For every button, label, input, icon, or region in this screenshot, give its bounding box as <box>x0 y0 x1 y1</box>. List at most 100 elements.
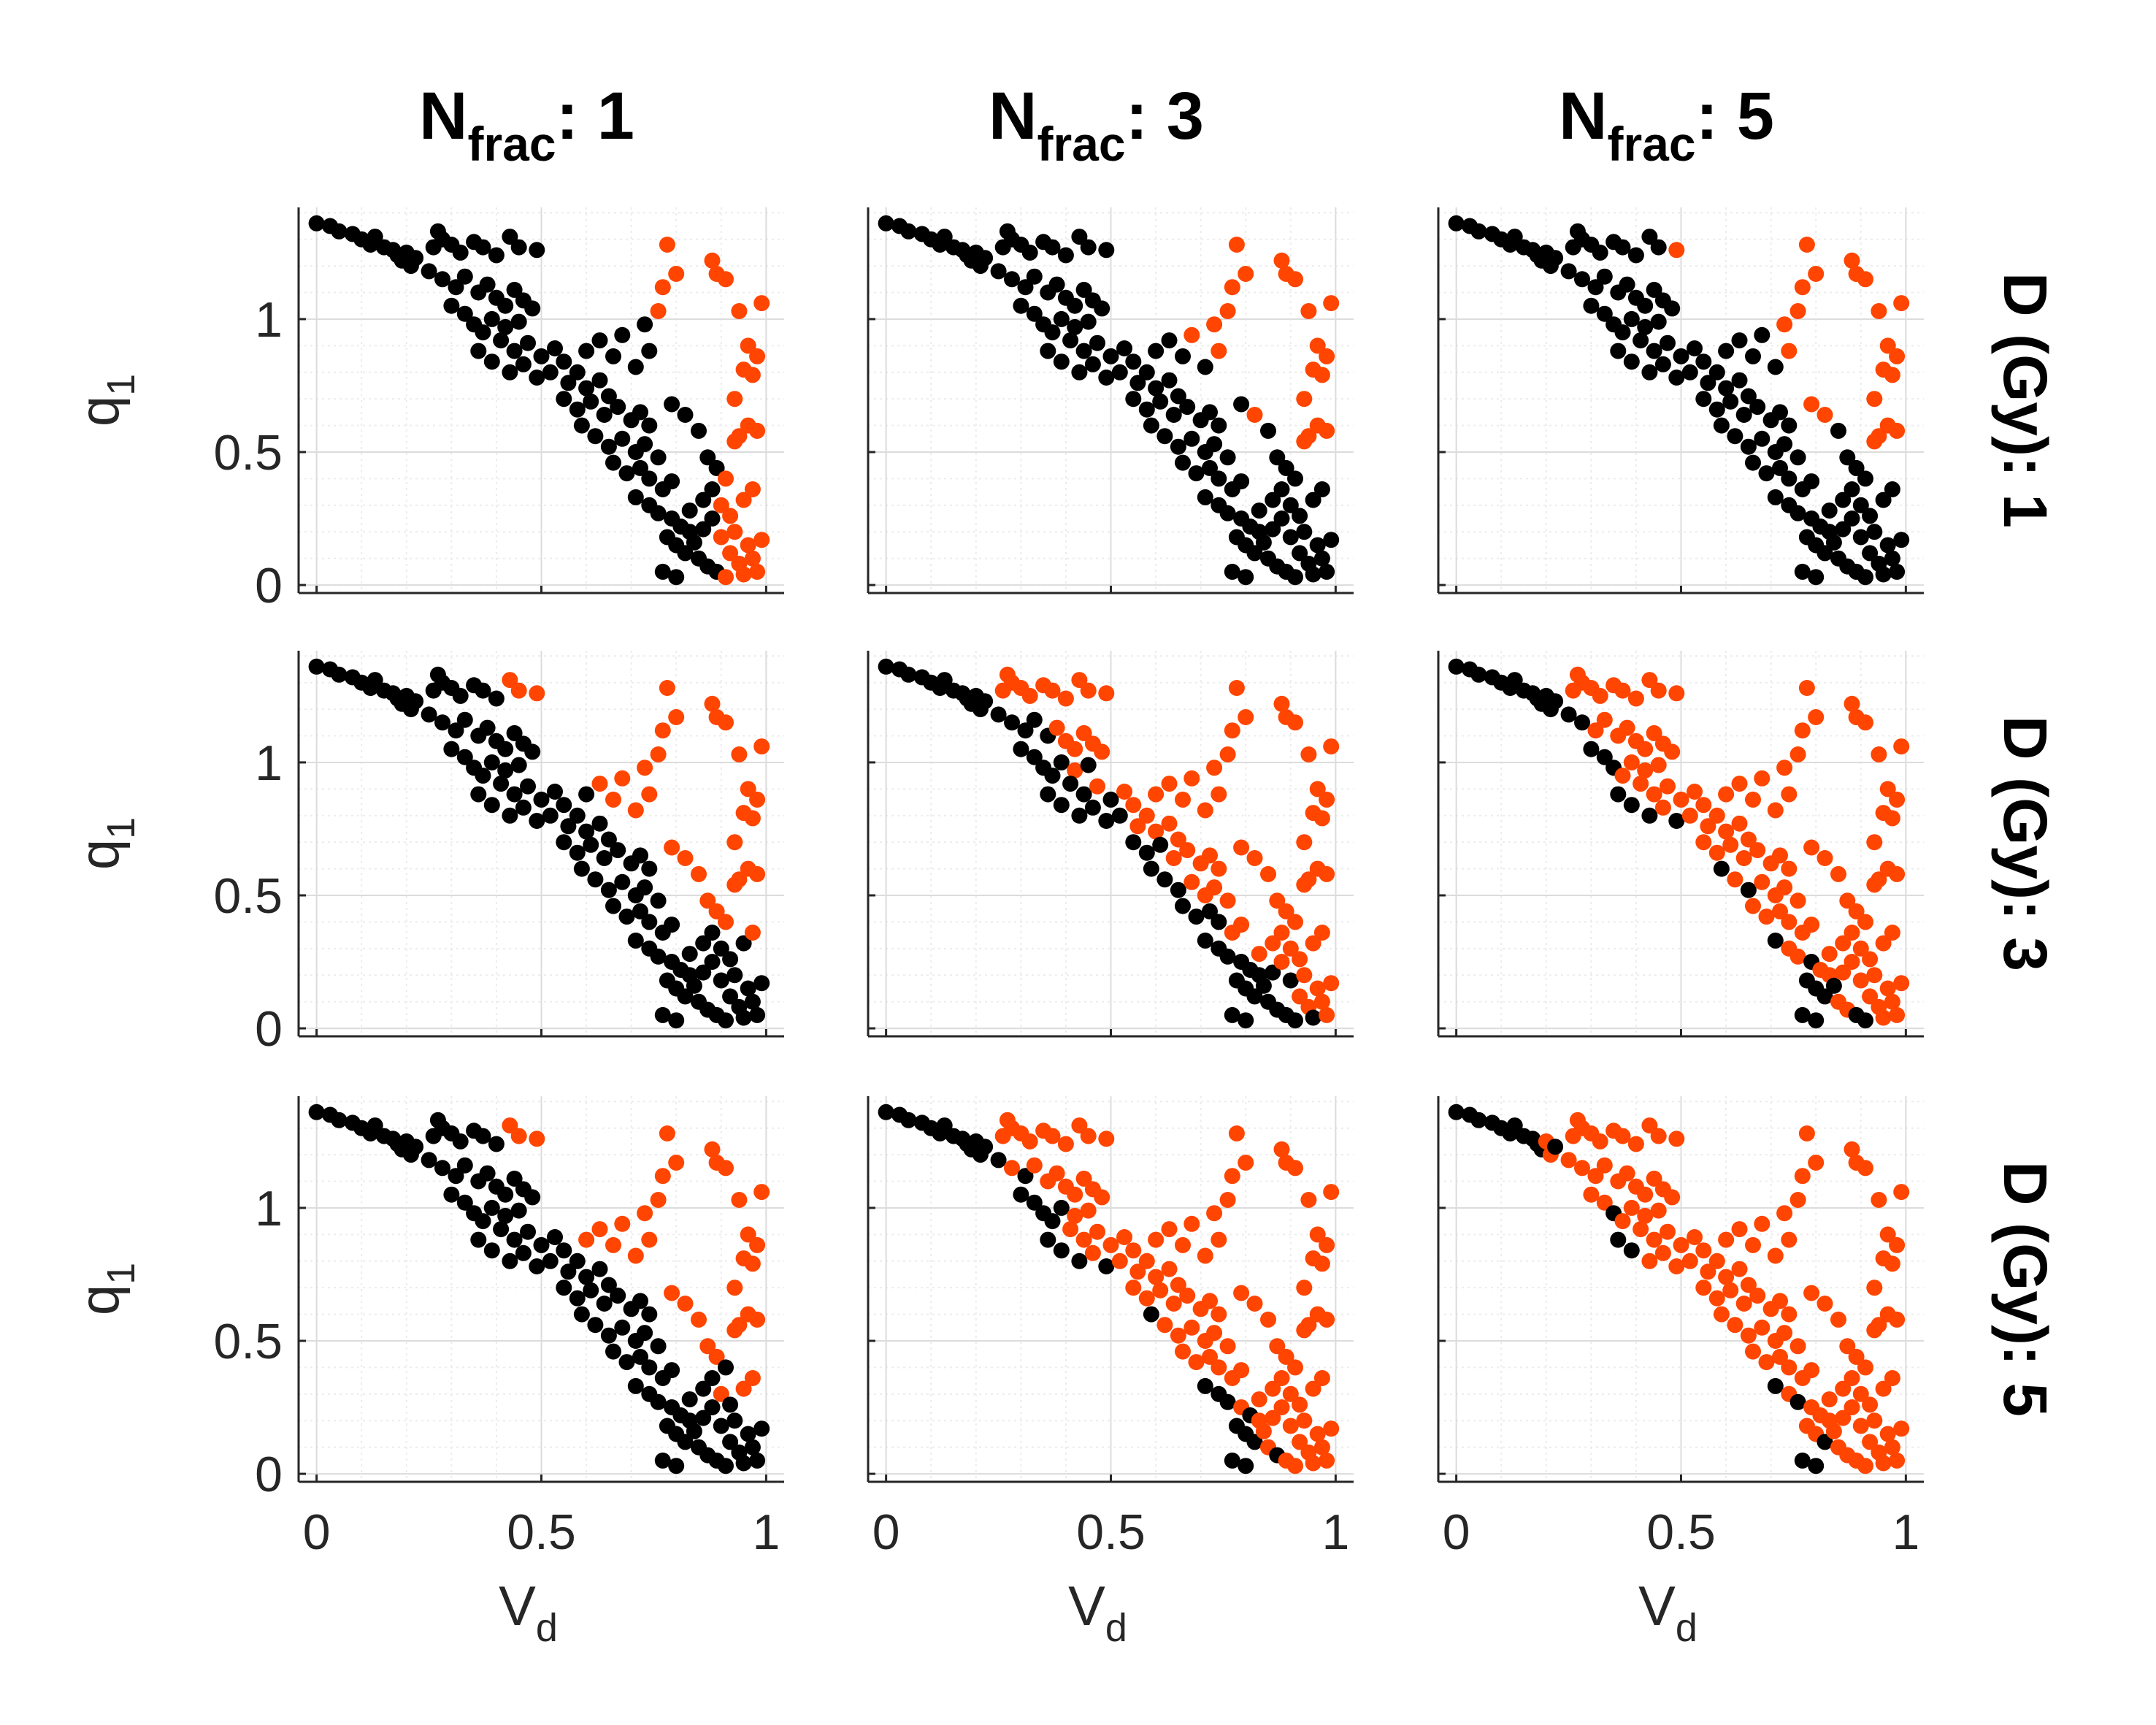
point-black <box>1287 1012 1303 1029</box>
point-black <box>1273 510 1290 527</box>
x-tick-label: 0 <box>303 1504 331 1560</box>
point-black <box>483 1242 500 1259</box>
point-orange <box>1067 741 1083 757</box>
point-orange <box>1776 1205 1793 1222</box>
point-black <box>506 724 523 741</box>
point-black <box>560 375 577 391</box>
point-orange <box>1848 1348 1865 1365</box>
point-orange <box>1313 1439 1330 1456</box>
point-orange <box>1057 690 1074 707</box>
point-orange <box>1884 1370 1900 1386</box>
point-orange <box>1884 810 1900 827</box>
point-black <box>497 762 514 779</box>
point-black <box>1067 318 1083 335</box>
point-black <box>654 1452 671 1469</box>
point-black <box>637 316 653 333</box>
point-black <box>569 1290 586 1307</box>
point-black <box>308 215 325 232</box>
point-orange <box>1844 1370 1860 1386</box>
point-black <box>618 465 635 482</box>
panel-r3-c3: 0 0.5 1 <box>1437 1096 1924 1560</box>
point-black <box>610 1288 626 1304</box>
point-orange <box>1893 975 1910 992</box>
point-black <box>1884 550 1900 567</box>
point-black <box>1273 481 1290 497</box>
point-black <box>1219 948 1236 965</box>
point-black <box>1053 754 1070 770</box>
point-black <box>641 1359 658 1376</box>
point-black <box>1687 340 1703 356</box>
point-orange <box>1300 1192 1317 1208</box>
point-orange <box>1219 1338 1236 1355</box>
point-orange <box>1731 1261 1748 1277</box>
point-black <box>1224 1006 1240 1023</box>
point-black <box>1767 932 1784 949</box>
point-orange <box>749 1311 766 1328</box>
point-black <box>331 666 348 683</box>
point-black <box>1745 454 1761 471</box>
point-black <box>529 1258 545 1274</box>
point-black <box>1664 300 1681 317</box>
point-black <box>1044 324 1061 341</box>
y-axis-label: q1 <box>69 817 143 870</box>
point-black <box>1265 521 1281 538</box>
point-black <box>475 1128 491 1144</box>
point-orange <box>1889 791 1906 808</box>
point-orange <box>1745 898 1761 914</box>
point-orange <box>1080 1128 1097 1144</box>
point-orange <box>1296 1412 1313 1429</box>
y-tick-label: 1 <box>255 292 283 348</box>
point-black <box>936 672 953 689</box>
point-orange <box>1884 993 1900 1010</box>
point-orange <box>1772 1293 1788 1309</box>
point-black <box>1627 247 1644 264</box>
point-orange <box>1587 722 1604 739</box>
point-orange <box>1731 776 1748 792</box>
point-black <box>367 1117 383 1134</box>
point-black <box>1574 271 1590 288</box>
point-black <box>1206 436 1223 453</box>
point-orange <box>677 850 694 866</box>
point-orange <box>1251 946 1267 963</box>
point-black <box>627 489 644 505</box>
point-orange <box>1852 1385 1869 1402</box>
point-black <box>1808 1458 1825 1475</box>
point-orange <box>1224 279 1240 296</box>
column-title-3: Nfrac: 5 <box>1559 79 1774 171</box>
point-black <box>1044 239 1061 256</box>
point-black <box>1098 813 1115 829</box>
point-orange <box>1839 1338 1856 1355</box>
point-orange <box>1646 786 1662 803</box>
point-black <box>493 332 510 349</box>
point-black <box>1448 1104 1465 1120</box>
point-orange <box>668 709 685 725</box>
point-orange <box>1313 810 1330 827</box>
point-black <box>632 404 648 421</box>
y-tick-label: 1 <box>255 735 283 791</box>
point-black <box>1713 417 1730 434</box>
point-orange <box>1875 1455 1892 1472</box>
point-black <box>1740 881 1757 898</box>
point-orange <box>726 524 743 540</box>
point-black <box>556 834 572 851</box>
point-black <box>1102 791 1119 808</box>
x-axis-label: Vd <box>1638 1575 1697 1650</box>
point-orange <box>1695 1242 1712 1259</box>
point-orange <box>1021 687 1038 704</box>
point-orange <box>1170 1327 1186 1344</box>
point-orange <box>744 1370 761 1386</box>
point-black <box>502 807 518 824</box>
point-orange <box>1305 935 1321 952</box>
point-orange <box>1211 1359 1227 1376</box>
point-black <box>1646 343 1662 359</box>
point-orange <box>1803 1285 1820 1301</box>
point-black <box>722 988 739 1005</box>
point-black <box>735 1455 752 1472</box>
point-orange <box>1718 1269 1735 1285</box>
point-orange <box>749 865 766 882</box>
point-black <box>1789 1393 1806 1410</box>
point-orange <box>1089 1223 1105 1240</box>
point-black <box>650 1393 667 1410</box>
point-orange <box>1825 1423 1842 1439</box>
point-black <box>878 658 894 675</box>
